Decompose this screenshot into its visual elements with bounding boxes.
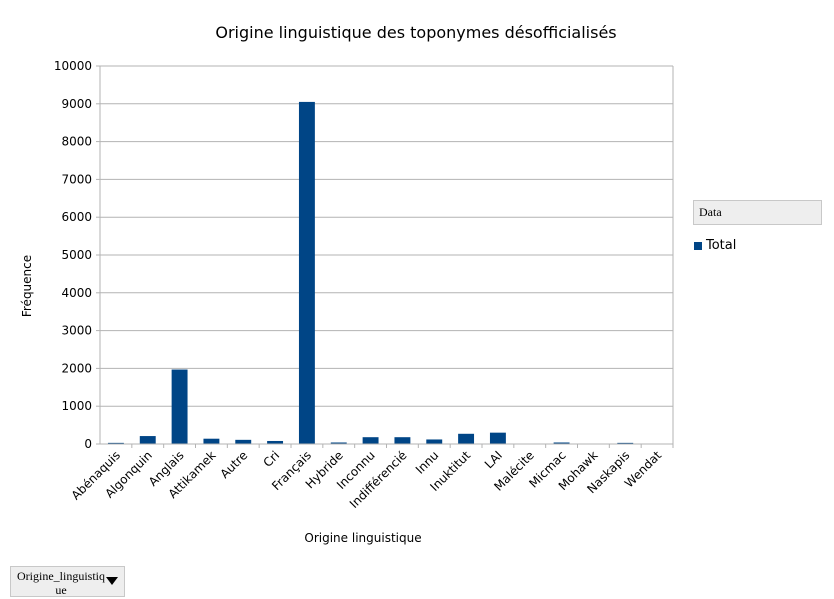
bars: [107, 101, 666, 445]
dropdown-arrow-icon: [106, 577, 118, 585]
bar: [235, 439, 252, 444]
axes: [96, 65, 674, 448]
x-tick-label: Autre: [217, 448, 250, 481]
y-tick-label: 3000: [61, 324, 92, 338]
legend-swatch: [694, 241, 702, 250]
bar: [171, 369, 188, 444]
bar: [330, 442, 347, 444]
y-tick-label: 2000: [61, 361, 92, 375]
y-tick-labels: 0 1000 2000 3000 4000 5000 6000 7000 8000 9000 100…: [54, 59, 92, 451]
bar: [139, 436, 156, 444]
y-tick-label: 5000: [61, 248, 92, 262]
bar: [489, 432, 506, 444]
y-tick-label: 1000: [61, 399, 92, 413]
x-tick-label: Cri: [261, 448, 283, 470]
bar: [458, 433, 475, 444]
y-tick-label: 9000: [61, 97, 92, 111]
y-axis-title: Fréquence: [20, 255, 34, 317]
bar: [298, 101, 315, 444]
y-tick-label: 0: [84, 437, 92, 451]
y-tick-label: 8000: [61, 135, 92, 149]
bar: [553, 442, 570, 444]
legend-entry-total: Total: [694, 238, 736, 253]
bar: [267, 440, 284, 444]
y-tick-label: 7000: [61, 172, 92, 186]
field-dropdown-button[interactable]: Origine_linguistique: [10, 566, 125, 597]
bar: [394, 437, 411, 444]
y-tick-label: 6000: [61, 210, 92, 224]
x-tick-label: LAI: [482, 448, 505, 471]
bar: [362, 437, 379, 444]
y-tick-label: 10000: [54, 59, 92, 73]
field-dropdown-label: Origine_linguistique: [17, 569, 105, 597]
x-axis-title: Origine linguistique: [304, 531, 421, 545]
legend-entry-label: Total: [706, 238, 737, 253]
legend-header: Data: [693, 200, 822, 225]
gridlines: [100, 65, 673, 445]
chart-title: Origine linguistique des toponymes désof…: [215, 23, 616, 42]
x-tick-label: Innu: [413, 448, 442, 477]
legend-header-label: Data: [699, 205, 722, 219]
bar: [617, 442, 634, 444]
bar: [203, 438, 220, 444]
bar: [426, 439, 443, 444]
bar: [107, 442, 124, 444]
y-tick-label: 4000: [61, 286, 92, 300]
